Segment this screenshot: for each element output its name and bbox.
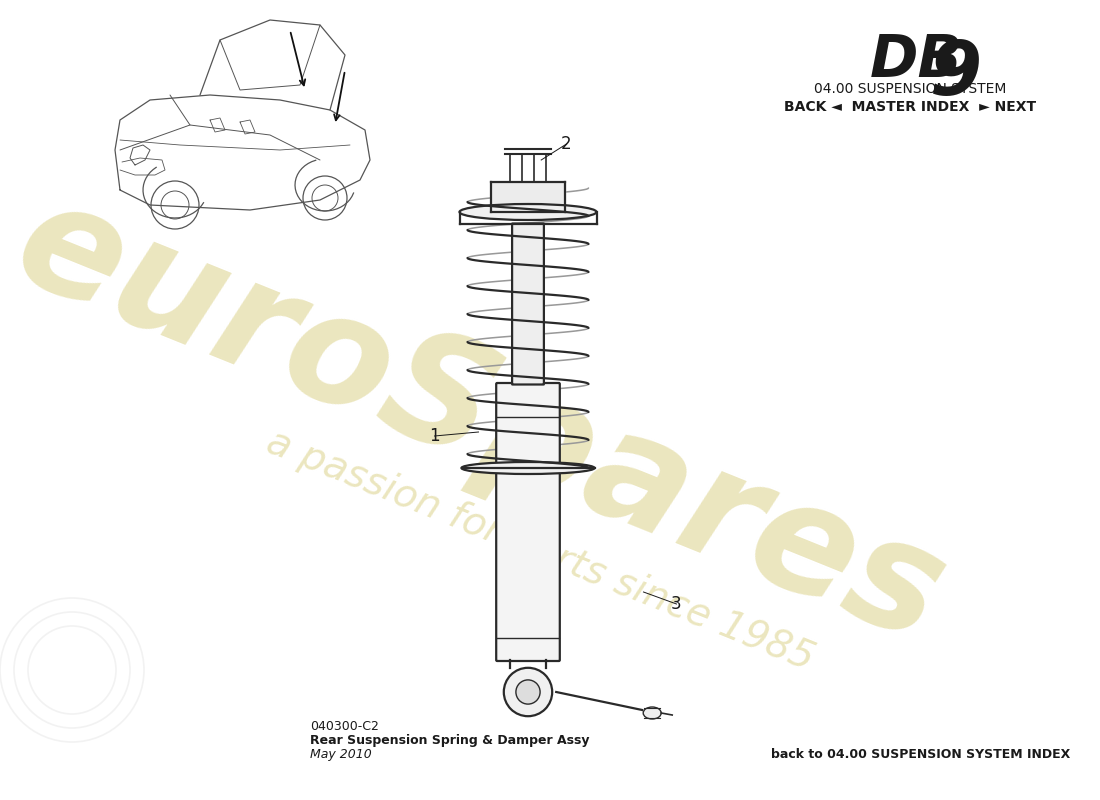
Text: Rear Suspension Spring & Damper Assy: Rear Suspension Spring & Damper Assy [310,734,590,747]
Ellipse shape [460,204,596,220]
Text: BACK ◄  MASTER INDEX  ► NEXT: BACK ◄ MASTER INDEX ► NEXT [784,100,1036,114]
FancyBboxPatch shape [513,223,543,385]
FancyBboxPatch shape [496,383,560,661]
Text: 2: 2 [561,135,572,153]
Text: May 2010: May 2010 [310,748,372,761]
Ellipse shape [644,707,661,719]
Text: back to 04.00 SUSPENSION SYSTEM INDEX: back to 04.00 SUSPENSION SYSTEM INDEX [771,748,1070,761]
Circle shape [504,668,552,716]
Text: 040300-C2: 040300-C2 [310,720,378,733]
Text: 3: 3 [671,595,682,613]
Ellipse shape [462,462,594,474]
Text: 1: 1 [429,427,440,445]
Text: euroSpares: euroSpares [0,166,965,674]
Circle shape [516,680,540,704]
Text: 04.00 SUSPENSION SYSTEM: 04.00 SUSPENSION SYSTEM [814,82,1006,96]
Text: a passion for parts since 1985: a passion for parts since 1985 [261,422,820,678]
Text: 9: 9 [930,38,982,111]
Text: DB: DB [870,32,962,89]
